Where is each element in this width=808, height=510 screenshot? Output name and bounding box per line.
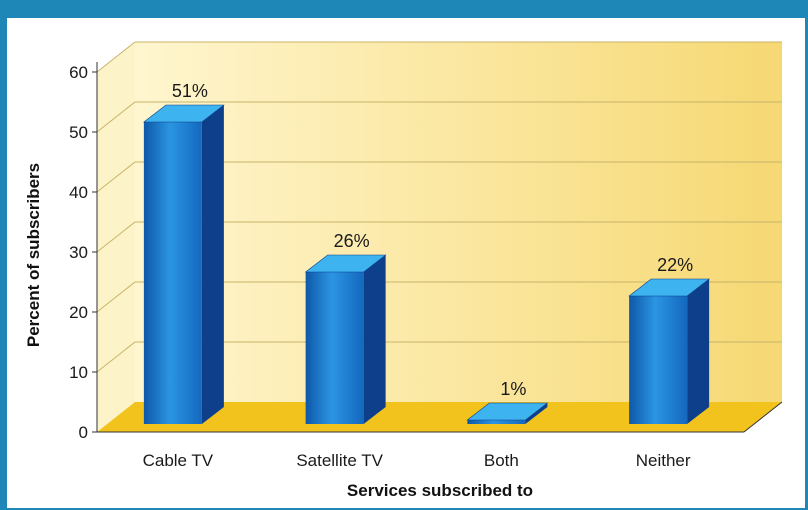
gridline-diagonal <box>96 221 136 253</box>
bar-front <box>305 272 364 424</box>
data-label: 51% <box>172 81 208 101</box>
data-label: 22% <box>657 255 693 275</box>
bar-chart: 0 10 20 30 40 50 60 51% Cable TV 26% Satellite TV 1… <box>24 41 783 500</box>
floor <box>97 402 782 432</box>
bar-side <box>525 403 548 424</box>
gridline-diagonal <box>96 101 136 133</box>
x-tick-label: Cable TV <box>143 451 214 470</box>
bar-front <box>467 420 526 424</box>
chart-grid <box>96 41 782 373</box>
x-axis-title: Services subscribed to <box>347 481 533 500</box>
y-tick-label: 30 <box>69 243 88 262</box>
x-tick-label: Satellite TV <box>296 451 383 470</box>
y-tick-label: 20 <box>69 303 88 322</box>
floor-edge <box>743 401 783 433</box>
bar <box>628 278 711 424</box>
chart-labels: 0 10 20 30 40 50 60 51% Cable TV 26% Satellite TV 1… <box>69 63 693 470</box>
chart-axes <box>92 62 783 433</box>
bar-top <box>628 278 711 297</box>
y-tick-label: 50 <box>69 123 88 142</box>
bar <box>466 402 549 424</box>
x-tick-label: Both <box>484 451 519 470</box>
y-axis-title: Percent of subscribers <box>24 163 43 347</box>
chart-bars <box>142 104 711 424</box>
gridline-diagonal <box>96 161 136 193</box>
bar-top <box>142 104 225 123</box>
data-label: 1% <box>500 379 526 399</box>
bar-top <box>304 254 387 273</box>
data-label: 26% <box>334 231 370 251</box>
chart-frame: 0 10 20 30 40 50 60 51% Cable TV 26% Satellite TV 1… <box>7 18 805 508</box>
y-tick-label: 40 <box>69 183 88 202</box>
bar-front <box>143 122 202 424</box>
bar-side <box>363 255 386 424</box>
y-tick-label: 0 <box>79 423 88 442</box>
gridline-diagonal <box>96 41 136 73</box>
gridline-diagonal <box>96 281 136 313</box>
x-tick-label: Neither <box>636 451 691 470</box>
bar-side <box>201 105 224 424</box>
bar-front <box>629 296 688 424</box>
bar-top <box>466 402 549 421</box>
y-tick-label: 10 <box>69 363 88 382</box>
gridline-diagonal <box>96 341 136 373</box>
bar <box>142 104 225 424</box>
bar-side <box>687 279 710 424</box>
y-tick-label: 60 <box>69 63 88 82</box>
bar <box>304 254 387 424</box>
